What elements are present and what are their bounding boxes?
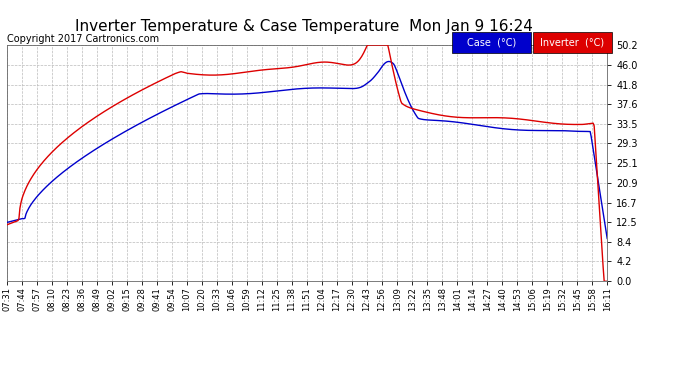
Text: Copyright 2017 Cartronics.com: Copyright 2017 Cartronics.com [7, 34, 159, 44]
Text: Case  (°C): Case (°C) [467, 37, 516, 47]
Text: Inverter Temperature & Case Temperature  Mon Jan 9 16:24: Inverter Temperature & Case Temperature … [75, 19, 533, 34]
Text: Inverter  (°C): Inverter (°C) [540, 37, 604, 47]
